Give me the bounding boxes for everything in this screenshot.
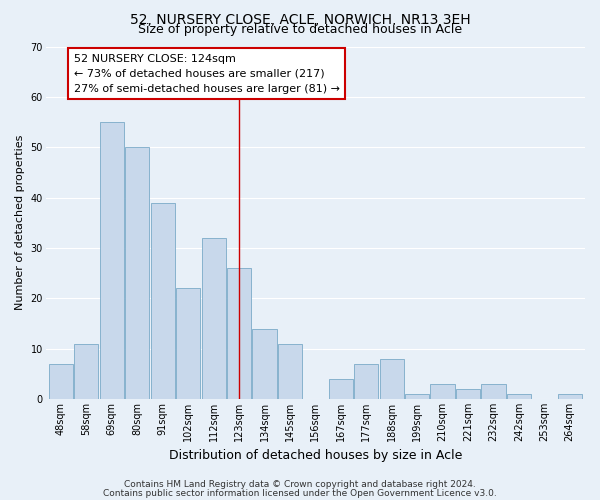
Bar <box>329 379 353 399</box>
Bar <box>354 364 379 399</box>
Text: Contains public sector information licensed under the Open Government Licence v3: Contains public sector information licen… <box>103 488 497 498</box>
Bar <box>507 394 531 399</box>
Bar <box>456 389 480 399</box>
Bar <box>405 394 429 399</box>
Y-axis label: Number of detached properties: Number of detached properties <box>15 135 25 310</box>
Bar <box>125 147 149 399</box>
Text: 52 NURSERY CLOSE: 124sqm
← 73% of detached houses are smaller (217)
27% of semi-: 52 NURSERY CLOSE: 124sqm ← 73% of detach… <box>74 54 340 94</box>
Bar <box>557 394 582 399</box>
Bar <box>481 384 506 399</box>
Bar <box>227 268 251 399</box>
Bar <box>380 358 404 399</box>
Bar <box>176 288 200 399</box>
Text: Contains HM Land Registry data © Crown copyright and database right 2024.: Contains HM Land Registry data © Crown c… <box>124 480 476 489</box>
Bar <box>49 364 73 399</box>
Bar <box>278 344 302 399</box>
Bar <box>100 122 124 399</box>
Bar <box>253 328 277 399</box>
Text: Size of property relative to detached houses in Acle: Size of property relative to detached ho… <box>138 22 462 36</box>
Text: 52, NURSERY CLOSE, ACLE, NORWICH, NR13 3EH: 52, NURSERY CLOSE, ACLE, NORWICH, NR13 3… <box>130 12 470 26</box>
Bar <box>430 384 455 399</box>
Bar <box>202 238 226 399</box>
X-axis label: Distribution of detached houses by size in Acle: Distribution of detached houses by size … <box>169 450 462 462</box>
Bar <box>151 202 175 399</box>
Bar <box>74 344 98 399</box>
